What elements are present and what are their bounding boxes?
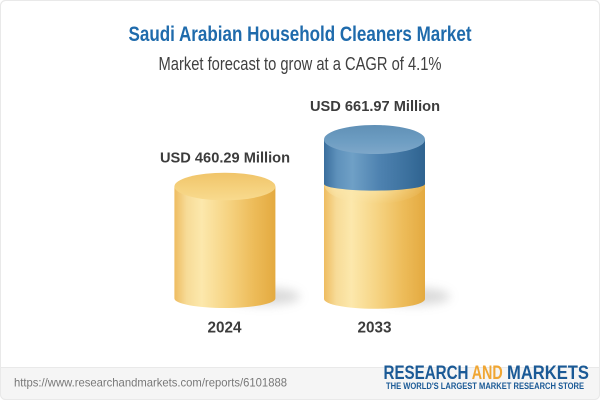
svg-text:AND: AND bbox=[472, 362, 503, 384]
svg-text:https://www.researchandmarkets: https://www.researchandmarkets.com/repor… bbox=[14, 376, 287, 390]
svg-text:MARKETS: MARKETS bbox=[507, 362, 589, 384]
svg-text:2024: 2024 bbox=[208, 320, 242, 337]
svg-text:RESEARCH: RESEARCH bbox=[384, 362, 469, 384]
svg-text:Saudi Arabian Household Cleane: Saudi Arabian Household Cleaners Market bbox=[129, 23, 472, 46]
svg-text:USD 661.97 Million: USD 661.97 Million bbox=[310, 99, 440, 115]
svg-text:USD 460.29 Million: USD 460.29 Million bbox=[160, 151, 290, 167]
svg-text:Market forecast to grow at a C: Market forecast to grow at a CAGR of 4.1… bbox=[159, 54, 442, 74]
svg-text:2033: 2033 bbox=[358, 320, 392, 337]
svg-text:THE WORLD'S LARGEST MARKET RES: THE WORLD'S LARGEST MARKET RESEARCH STOR… bbox=[386, 381, 584, 391]
